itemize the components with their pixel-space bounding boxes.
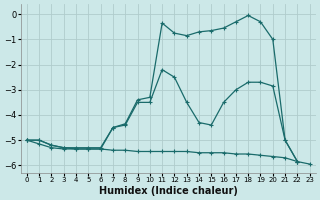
X-axis label: Humidex (Indice chaleur): Humidex (Indice chaleur) [99, 186, 238, 196]
